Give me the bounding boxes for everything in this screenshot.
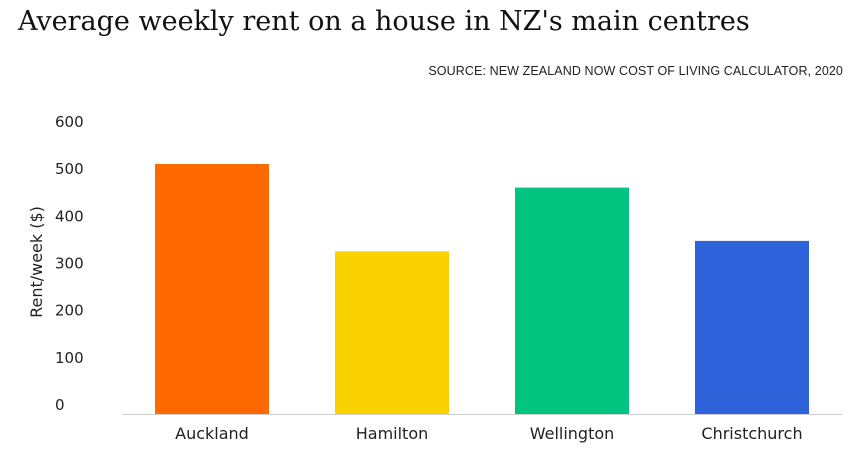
bar-hamilton xyxy=(335,251,449,414)
y-tick-label: 600 xyxy=(55,113,84,131)
y-tick-label: 0 xyxy=(55,396,65,414)
x-tick-label: Hamilton xyxy=(356,424,429,443)
y-tick-label: 300 xyxy=(55,255,84,273)
bar-auckland xyxy=(155,164,269,414)
bar-christchurch xyxy=(695,240,809,414)
chart-source: SOURCE: NEW ZEALAND NOW COST OF LIVING C… xyxy=(428,64,843,78)
x-tick-label: Wellington xyxy=(530,424,615,443)
chart-title: Average weekly rent on a house in NZ's m… xyxy=(18,6,750,37)
y-tick-label: 400 xyxy=(55,207,84,225)
x-axis-labels: Auckland Hamilton Wellington Christchurch xyxy=(175,424,802,443)
y-axis-label: Rent/week ($) xyxy=(27,206,46,318)
bar-wellington xyxy=(515,187,629,414)
y-tick-label: 100 xyxy=(55,349,84,367)
y-tick-label: 200 xyxy=(55,302,84,320)
bars xyxy=(155,164,809,414)
y-tick-label: 500 xyxy=(55,160,84,178)
y-axis-ticks: 0 100 200 300 400 500 600 xyxy=(55,113,84,414)
x-tick-label: Auckland xyxy=(175,424,249,443)
x-tick-label: Christchurch xyxy=(701,424,802,443)
